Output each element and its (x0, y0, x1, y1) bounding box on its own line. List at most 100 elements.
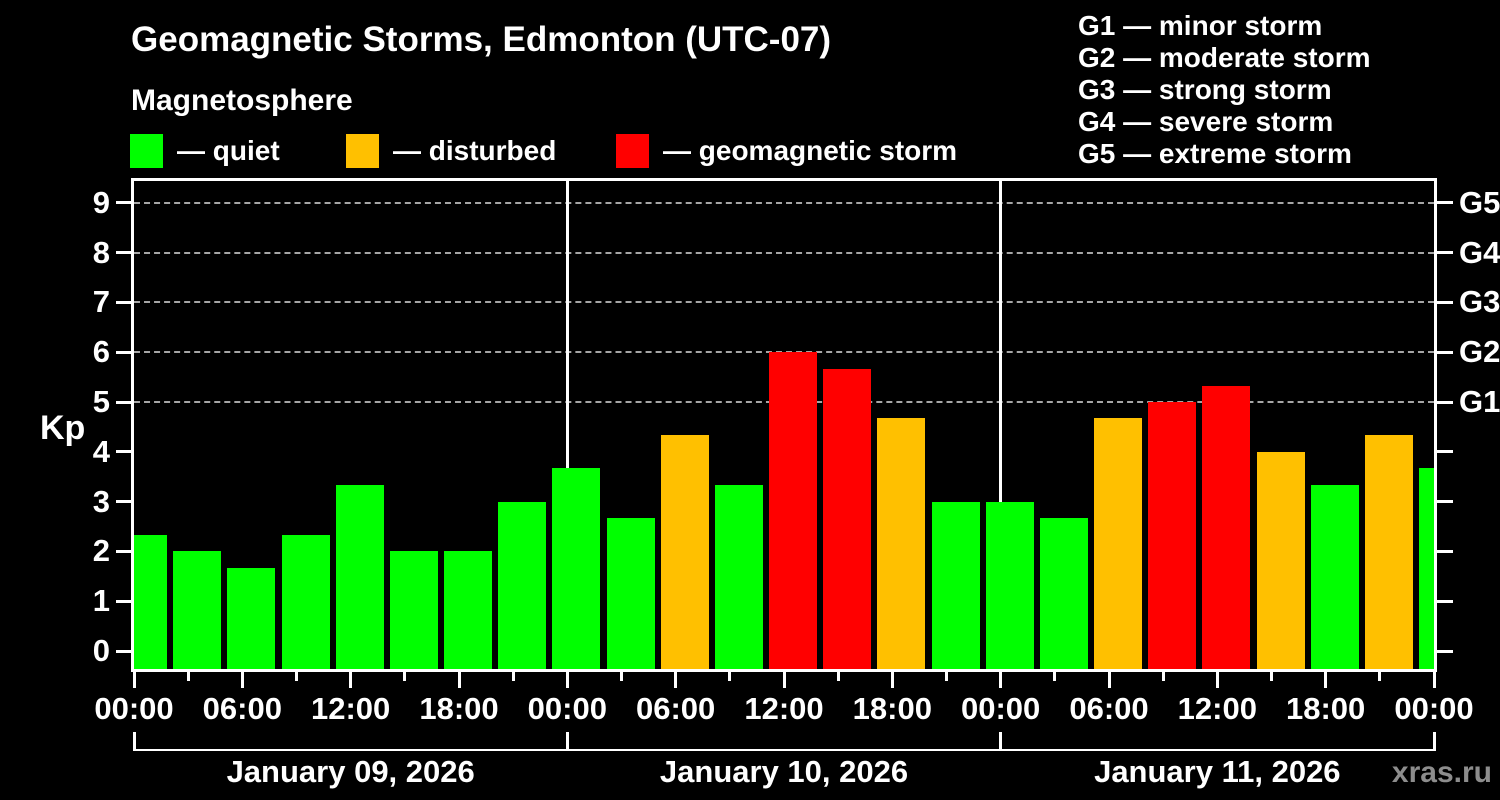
x-minor-tick (511, 672, 515, 681)
kp-bar (1094, 418, 1142, 669)
x-minor-tick (836, 672, 840, 681)
disturbed-legend-label: — disturbed (393, 135, 557, 166)
x-major-tick (132, 672, 136, 688)
kp-bar (1256, 451, 1305, 669)
y-tick (116, 500, 132, 504)
g-legend-line: G2 — moderate storm (1078, 42, 1371, 73)
y-tick-label: 8 (92, 234, 110, 270)
right-tick (1437, 450, 1453, 454)
g-legend-line: G4 — severe storm (1078, 106, 1334, 137)
right-tick (1437, 350, 1453, 354)
storm-legend-swatch (616, 134, 649, 168)
right-tick (1437, 549, 1453, 553)
right-tick (1437, 300, 1453, 304)
date-bracket-riser (999, 732, 1003, 751)
x-major-tick (1107, 672, 1111, 688)
right-tick (1437, 649, 1453, 653)
storm-legend-label: — geomagnetic storm (663, 135, 958, 166)
y-tick-label: 3 (92, 483, 110, 519)
x-major-tick (782, 672, 786, 688)
x-major-tick (240, 672, 244, 688)
x-minor-tick (1161, 672, 1165, 681)
gridline-kp6 (134, 351, 1434, 354)
date-label: January 10, 2026 (659, 754, 909, 789)
x-major-tick (890, 672, 894, 688)
x-tick-label: 00:00 (94, 691, 174, 726)
disturbed-legend-swatch (346, 134, 379, 168)
x-tick-label: 12:00 (1177, 691, 1257, 726)
x-tick-label: 00:00 (961, 691, 1041, 726)
right-tick (1437, 201, 1453, 205)
right-tick (1437, 400, 1453, 404)
y-axis-title: Kp (40, 409, 86, 447)
kp-bar (444, 551, 492, 669)
x-minor-tick (186, 672, 190, 681)
x-tick-label: 06:00 (202, 691, 282, 726)
date-bracket-riser (1432, 732, 1436, 751)
kp-bar (1148, 402, 1197, 669)
x-tick-label: 06:00 (636, 691, 716, 726)
kp-bar (552, 468, 601, 669)
x-tick-label: 18:00 (419, 691, 499, 726)
x-tick-label: 00:00 (1394, 691, 1474, 726)
watermark-link[interactable]: xras.ru (1391, 756, 1492, 789)
y-tick (116, 300, 132, 304)
kp-bar (1039, 518, 1088, 669)
kp-bar (335, 485, 384, 669)
y-tick-label: 1 (92, 583, 110, 619)
g-legend-line: G3 — strong storm (1078, 74, 1332, 105)
quiet-legend-label: — quiet (177, 135, 280, 166)
kp-bar (498, 501, 547, 669)
kp-bar (1364, 435, 1413, 669)
kp-bar (823, 368, 872, 669)
x-tick-label: 00:00 (527, 691, 607, 726)
kp-bar (389, 551, 438, 669)
g-scale-label: G4 (1459, 234, 1500, 270)
g-scale-label: G5 (1459, 184, 1500, 220)
kp-bar (227, 567, 276, 669)
right-tick (1437, 251, 1453, 255)
y-tick (116, 649, 132, 653)
date-label: January 09, 2026 (226, 754, 475, 789)
date-label: January 11, 2026 (1094, 754, 1341, 789)
day-separator-line (565, 181, 569, 669)
x-tick-label: 18:00 (852, 691, 932, 726)
g-legend-line: G5 — extreme storm (1078, 138, 1352, 169)
kp-bar (1419, 468, 1434, 669)
x-major-tick (457, 672, 461, 688)
y-tick (116, 251, 132, 255)
quiet-legend-swatch (130, 134, 163, 168)
kp-bar (714, 485, 763, 669)
kp-bar (606, 518, 655, 669)
kp-bar (173, 551, 222, 669)
kp-bar (134, 534, 167, 669)
x-minor-tick (945, 672, 948, 681)
x-major-tick (1215, 672, 1219, 688)
plot-area (134, 181, 1434, 669)
y-tick (116, 450, 132, 454)
g-scale-label: G3 (1459, 284, 1500, 320)
gridline-kp9 (134, 201, 1434, 204)
x-minor-tick (1053, 672, 1057, 681)
y-tick (116, 400, 132, 404)
x-major-tick (674, 672, 678, 688)
y-tick (116, 201, 132, 205)
x-major-tick (565, 672, 569, 688)
right-tick (1437, 599, 1453, 603)
g-scale-label: G2 (1459, 334, 1500, 370)
kp-bar (281, 534, 330, 669)
y-tick (116, 599, 132, 603)
y-tick-label: 2 (92, 533, 110, 569)
y-tick-label: 0 (92, 633, 110, 668)
y-tick-label: 6 (92, 334, 110, 370)
x-tick-label: 06:00 (1069, 691, 1149, 726)
date-bracket-riser (132, 732, 136, 751)
y-tick-label: 9 (92, 184, 110, 220)
x-minor-tick (1378, 672, 1382, 681)
x-minor-tick (1270, 672, 1273, 681)
x-tick-label: 12:00 (744, 691, 824, 726)
chart-subtitle: Magnetosphere (131, 84, 353, 117)
x-minor-tick (620, 672, 623, 681)
gridline-kp7 (134, 301, 1434, 304)
